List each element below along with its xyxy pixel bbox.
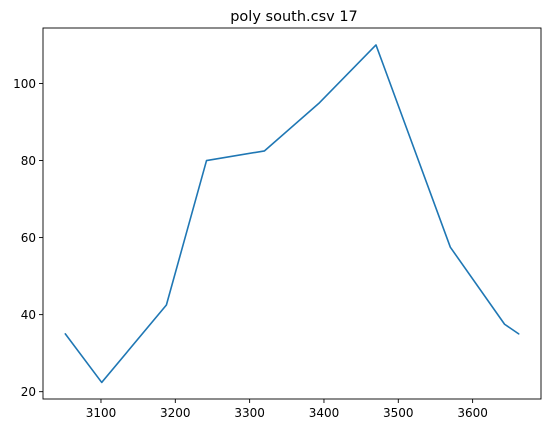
series-layer [64, 44, 520, 384]
y-tick-label: 80 [21, 154, 36, 168]
x-tick-label: 3200 [160, 406, 191, 420]
plot-area [42, 27, 542, 400]
x-tick-label: 3500 [383, 406, 414, 420]
y-tick-label: 60 [21, 231, 36, 245]
y-axis: 20 40 60 80 100 [13, 77, 43, 399]
x-tick-label: 3100 [86, 406, 117, 420]
y-tick-label: 100 [13, 77, 36, 91]
x-tick-label: 3300 [234, 406, 265, 420]
y-tick-label: 40 [21, 308, 36, 322]
y-tick-label: 20 [21, 385, 36, 399]
axes-frame [42, 27, 542, 400]
series-line-0 [64, 44, 520, 384]
x-axis: 3100 3200 3300 3400 3500 3600 [86, 399, 488, 420]
chart-title: poly south.csv 17 [230, 9, 358, 25]
x-tick-label: 3600 [457, 406, 488, 420]
x-tick-label: 3400 [309, 406, 340, 420]
